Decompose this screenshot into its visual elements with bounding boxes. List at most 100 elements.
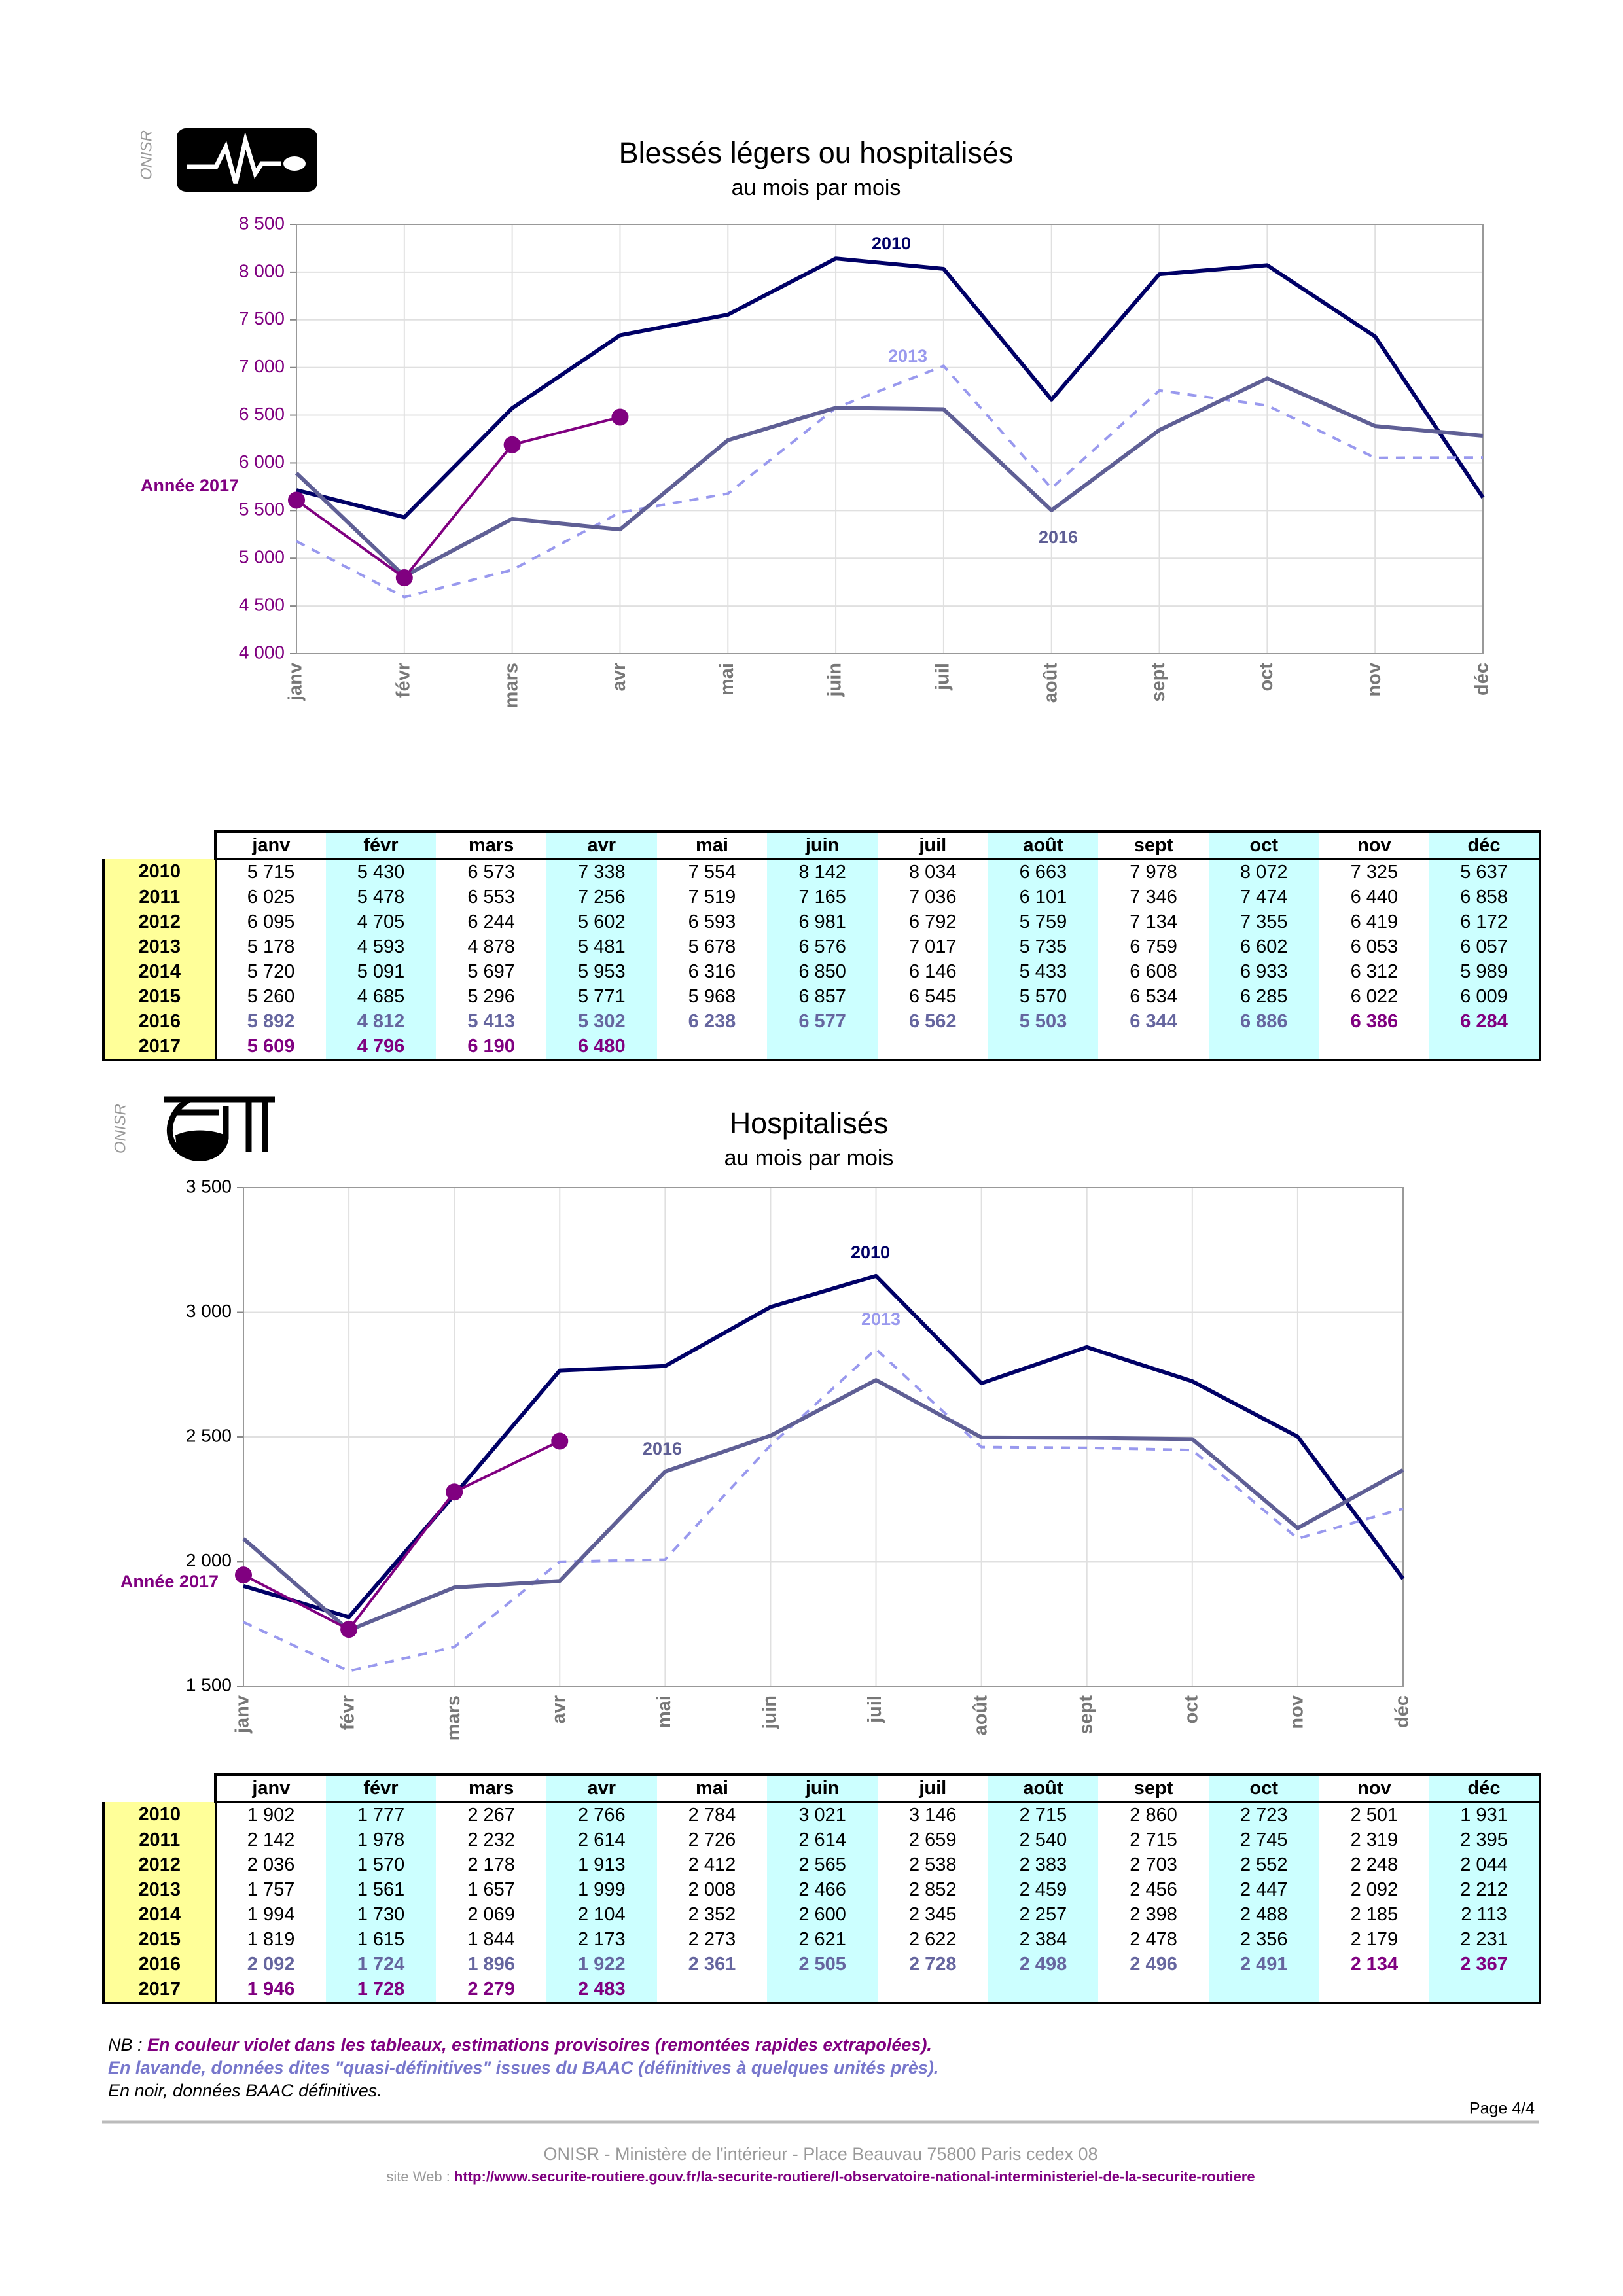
table-cell: 6 053: [1350, 936, 1399, 957]
table-cell: 5 481: [546, 934, 657, 959]
table-cell: 7 325: [1350, 862, 1399, 883]
column-header: oct: [1208, 1773, 1319, 1803]
x-tick-label: sept: [1075, 1695, 1096, 1735]
table-cell: 2 232: [467, 1829, 515, 1850]
table-row: 2013 5 178 4 593 4 878 5 481 5 678 6 576 7 017 5…: [102, 934, 1541, 959]
y-tick-label: 7 500: [239, 308, 285, 328]
series-line: [243, 1273, 1405, 1619]
x-tick-label: mai: [654, 1695, 675, 1728]
table-cell: 6 850: [767, 959, 878, 984]
table-cell: 7 256: [546, 885, 657, 910]
header-row: janv févr mars avr mai juin juil août sept oct nov…: [103, 1773, 1541, 1803]
table-cell: 6 577: [767, 1009, 878, 1034]
table-cell: 5 953: [546, 959, 657, 984]
table-cell: 2 784: [688, 1805, 736, 1826]
table-cell: 7 554: [688, 862, 736, 883]
plot-border: [243, 1187, 1404, 1687]
column-header: nov: [1319, 830, 1430, 860]
table-cell: [1208, 1034, 1319, 1061]
table-cell: 6 284: [1429, 1009, 1541, 1034]
table-cell: 2 361: [688, 1954, 736, 1975]
table-cell: 6 285: [1208, 984, 1319, 1009]
table-cell: 6 553: [467, 887, 515, 908]
row-header: 2014: [102, 959, 217, 984]
table-cell: 6 312: [1350, 961, 1399, 982]
table-cell: 2 491: [1208, 1952, 1319, 1977]
row-header: 2010: [102, 1801, 217, 1828]
series-label: 2016: [1039, 527, 1078, 547]
table-cell: 2 745: [1208, 1828, 1319, 1852]
table-cell: 2 488: [1208, 1902, 1319, 1927]
table-cell: 7 338: [546, 858, 657, 885]
table-cell: 5 413: [467, 1011, 515, 1032]
table-cell: 8 034: [908, 862, 957, 883]
table-cell: 2 092: [1350, 1879, 1399, 1900]
table-cell: 7 978: [1130, 862, 1177, 883]
table-cell: 6 857: [767, 984, 878, 1009]
corner-cell: [103, 832, 215, 859]
series-line: [243, 1347, 1404, 1672]
table-cell: 2 498: [988, 1952, 1099, 1977]
table-cell: 2 384: [988, 1927, 1099, 1952]
y-tick-label: 1 500: [186, 1674, 232, 1695]
table-cell: 1 922: [546, 1952, 657, 1977]
column-header: janv: [214, 1773, 326, 1803]
logo-wave: [187, 132, 281, 184]
logo-2-fill: [175, 1130, 226, 1158]
table-cell: [877, 1977, 988, 2004]
table-cell: 6 593: [688, 911, 736, 932]
table-cell: 7 134: [1130, 911, 1177, 932]
table-cell: 1 728: [325, 1977, 437, 2004]
column-header: août: [988, 830, 1099, 860]
table-cell: 1 896: [467, 1954, 515, 1975]
column-header: déc: [1429, 830, 1541, 860]
x-tick-label: août: [970, 1695, 991, 1736]
table-cell: 2 395: [1429, 1828, 1541, 1852]
table-cell: 5 609: [215, 1034, 326, 1061]
table-cell: 2 185: [1350, 1904, 1399, 1925]
table-cell: 6 562: [908, 1011, 957, 1032]
column-header: déc: [1429, 1773, 1541, 1803]
table-cell: 6 244: [467, 911, 515, 932]
table-row: 2013 1 757 1 561 1 657 1 999 2 008 2 466 2 852 2…: [102, 1877, 1541, 1902]
table-cell: 2 565: [767, 1852, 878, 1877]
table-cell: 2 367: [1429, 1952, 1541, 1977]
table-cell: 5 759: [988, 910, 1099, 934]
series-label: 2010: [872, 234, 911, 253]
table-cell: 7 165: [767, 885, 878, 910]
site-url[interactable]: http://www.securite-routiere.gouv.fr/la-…: [454, 2168, 1255, 2185]
table-cell: 5 989: [1429, 959, 1541, 984]
chart-subtitle: au mois par mois: [732, 175, 901, 200]
table-cell: 6 602: [1208, 934, 1319, 959]
table-cell: 2 398: [1130, 1904, 1177, 1925]
x-tick-label: sept: [1148, 663, 1169, 702]
row-header: 2013: [102, 1877, 217, 1902]
table-cell: [1208, 1977, 1319, 2004]
table-cell: 6 663: [988, 858, 1099, 885]
table-cell: [1098, 1977, 1209, 2004]
table-cell: 5 678: [688, 936, 736, 957]
table-cell: 7 519: [688, 887, 736, 908]
table-row: 2012 2 036 1 570 2 178 1 913 2 412 2 565 2 538 2…: [102, 1852, 1541, 1877]
table-cell: 5 570: [988, 984, 1099, 1009]
page-number: Page 4/4: [1469, 2100, 1535, 2118]
x-tick-label: nov: [1364, 663, 1385, 697]
y-tick-label: 8 000: [239, 260, 285, 281]
table-cell: 6 344: [1130, 1011, 1177, 1032]
table-row: 2010 1 902 1 777 2 267 2 766 2 784 3 021 3 146 2…: [102, 1801, 1541, 1828]
table-cell: 1 902: [247, 1805, 295, 1826]
table-cell: 1 844: [467, 1929, 515, 1950]
table-cell: 6 759: [1130, 936, 1177, 957]
table-cell: 2 621: [767, 1927, 878, 1952]
row-header: 2017: [102, 1977, 217, 2004]
x-tick-label: août: [1040, 663, 1061, 703]
column-header: oct: [1208, 830, 1319, 860]
column-header: août: [988, 1773, 1099, 1803]
table-cell: 2 501: [1350, 1805, 1399, 1826]
table-cell: 2 412: [688, 1854, 736, 1875]
note-prefix: NB :: [108, 2035, 148, 2055]
table-row: 2010 5 715 5 430 6 573 7 338 7 554 8 142 8 034 6…: [102, 858, 1541, 885]
table-cell: 6 238: [688, 1011, 736, 1032]
table-cell: 5 602: [546, 910, 657, 934]
